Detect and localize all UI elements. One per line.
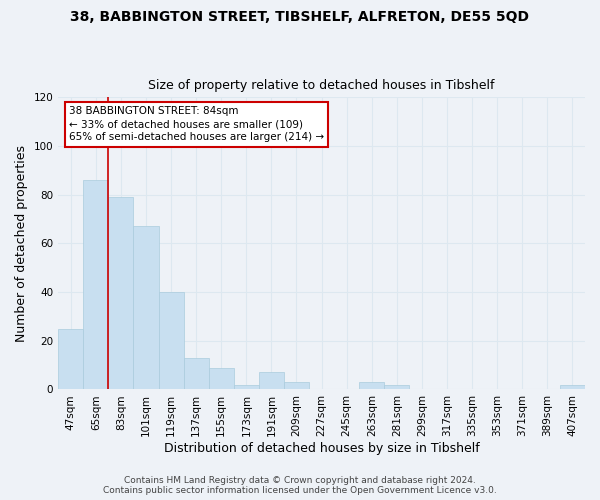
Bar — [58, 328, 83, 390]
Bar — [109, 197, 133, 390]
Bar — [83, 180, 109, 390]
Text: Contains HM Land Registry data © Crown copyright and database right 2024.
Contai: Contains HM Land Registry data © Crown c… — [103, 476, 497, 495]
Bar — [158, 292, 184, 390]
Bar — [209, 368, 234, 390]
Bar — [234, 384, 259, 390]
Text: 38, BABBINGTON STREET, TIBSHELF, ALFRETON, DE55 5QD: 38, BABBINGTON STREET, TIBSHELF, ALFRETO… — [71, 10, 530, 24]
Text: 38 BABBINGTON STREET: 84sqm
← 33% of detached houses are smaller (109)
65% of se: 38 BABBINGTON STREET: 84sqm ← 33% of det… — [69, 106, 324, 142]
Bar — [259, 372, 284, 390]
Title: Size of property relative to detached houses in Tibshelf: Size of property relative to detached ho… — [148, 79, 495, 92]
Bar — [385, 384, 409, 390]
Bar — [284, 382, 309, 390]
Bar — [359, 382, 385, 390]
Bar — [560, 384, 585, 390]
X-axis label: Distribution of detached houses by size in Tibshelf: Distribution of detached houses by size … — [164, 442, 479, 455]
Bar — [133, 226, 158, 390]
Y-axis label: Number of detached properties: Number of detached properties — [15, 145, 28, 342]
Bar — [184, 358, 209, 390]
